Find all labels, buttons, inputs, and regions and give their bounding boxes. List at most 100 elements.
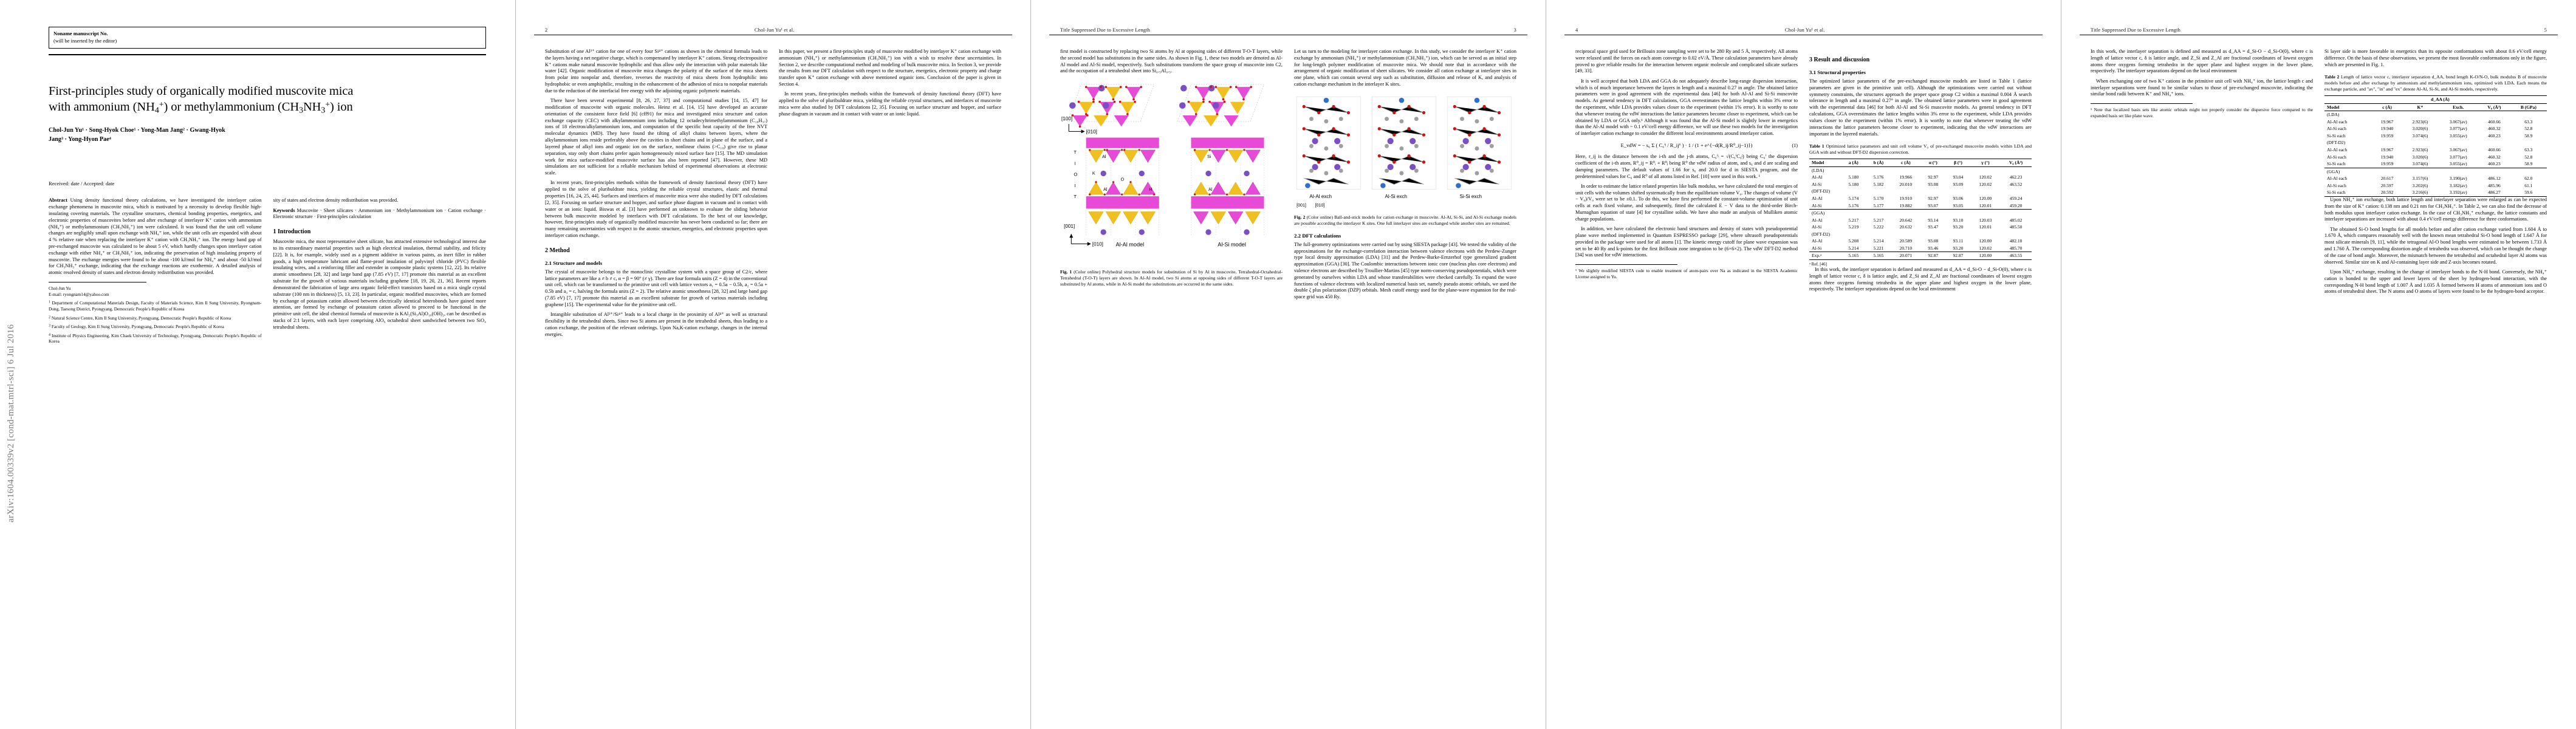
- table-row: (DFT-D2): [1809, 188, 2032, 195]
- table-row: Al-Si 5.176 5.177 19.882 93.07 93.05 120…: [1809, 202, 2032, 209]
- running-head-author-2: Chol-Jun Yu¹ et al.: [754, 27, 795, 33]
- table-1-cell: 93.14: [1928, 217, 1939, 223]
- table-2-cell: 3.055(av): [2449, 161, 2467, 167]
- page-3: Title Suppressed Due to Excessive Length…: [1030, 0, 1546, 729]
- p4-para-5: In addition, we have calculated the elec…: [1575, 226, 1798, 258]
- arxiv-stamp: arXiv:1604.00339v2 [cond-mat.mtrl-sci] 6…: [6, 324, 16, 522]
- table-2-grid: d_AA (Å) Model c (Å) K⁺ Exch. V₀ (Å³) B: [2324, 95, 2547, 197]
- table-1-cell: 120.01: [1979, 202, 1992, 208]
- table-2-subheader-row: d_AA (Å): [2324, 95, 2547, 104]
- table-2-col-model: Model: [2327, 104, 2340, 110]
- table-2-spacer-3: [2478, 96, 2510, 104]
- table-1-group-gga: (GGA): [1812, 210, 1825, 216]
- subsection-heading-structure: 2.1 Structure and models: [545, 259, 603, 266]
- fig1-stack-O: O: [1074, 172, 1077, 177]
- table-1-cell: 485.50: [2009, 224, 2023, 230]
- abstract-label: Abstract: [49, 197, 67, 204]
- p4-result-para-1: The optimized lattice parameters of the …: [1809, 78, 2032, 137]
- table-1-group-lda: (LDA): [1812, 167, 1824, 173]
- table-2-cell: 62.0: [2524, 176, 2533, 182]
- table-1-cell: 93.09: [1953, 181, 1964, 187]
- table-1-cell: 93.04: [1953, 174, 1964, 180]
- table-2-cell: 3.077(av): [2449, 126, 2467, 132]
- affiliation-3-num: 3: [49, 324, 50, 328]
- table-1-cell: 463.52: [2009, 181, 2023, 187]
- p5-right-para-3: The obtained Si-O bond lengths for all m…: [2324, 226, 2547, 265]
- table-1-cell: Al-Al: [1812, 174, 1823, 180]
- table-1-cell: 462.23: [2009, 174, 2023, 180]
- title-sub-3a: 3: [299, 106, 303, 115]
- table-1-cell: 5.217: [1848, 217, 1859, 223]
- title-sub-4: 4: [154, 106, 159, 115]
- figure-2-label: Fig. 2: [1294, 214, 1306, 221]
- fig1-label-si: Si: [1207, 154, 1211, 159]
- fig1-stack-T2: T: [1074, 194, 1077, 199]
- table-1-note: ᵃ Ref. [46]: [1809, 261, 1827, 267]
- table-1-cell: 5.182: [1873, 181, 1884, 187]
- affiliation-1-text: Department of Computational Materials De…: [49, 300, 262, 312]
- running-head-page-2: 2 Chol-Jun Yu¹ et al.: [534, 27, 1012, 35]
- table-2-cell: 3.055(av): [2449, 132, 2467, 139]
- table-2-col-exch: Exch.: [2453, 104, 2464, 110]
- table-2-cell: 20.597: [2380, 182, 2394, 188]
- table-2-cell: 3.074(6): [2412, 132, 2428, 139]
- table-1-caption: Table 1 Optimized lattice parameters and…: [1809, 143, 2032, 156]
- footnote-rule-page-4: [1575, 264, 1678, 265]
- page-1-columns: Abstract Using density functional theory…: [49, 197, 486, 347]
- table-2-spacer-4: [2510, 96, 2547, 104]
- table-1-cell: 20.710: [1899, 245, 1913, 251]
- table-1-cell: 5.176: [1848, 202, 1859, 208]
- page-2: 2 Chol-Jun Yu¹ et al. Substitution of on…: [515, 0, 1030, 729]
- table-1-cell: 482.10: [2009, 238, 2023, 244]
- table-1-col-volume: V₀ (Å³): [2009, 160, 2023, 166]
- table-2-cell: 3.074(6): [2412, 161, 2428, 167]
- table-row: (DFT-D2): [1809, 231, 2032, 238]
- p2-right-para-1: In this paper, we present a first-princi…: [779, 49, 1001, 87]
- affiliation-4-text: Institute of Physics Engineering, Kim Ch…: [49, 332, 262, 344]
- fig1-axis-010-top: [010]: [1086, 129, 1097, 135]
- title-line-2-c: NH: [303, 100, 321, 114]
- table-2-cell: 3.077(av): [2449, 154, 2467, 160]
- fig1-model-a-label: Al-Al model: [1116, 242, 1145, 248]
- table-1-cell: Al-Al: [1812, 217, 1823, 223]
- table-2-cell: 3.216(6): [2412, 190, 2428, 196]
- fig1-topview-alal: [1067, 84, 1154, 128]
- table-1-col-gamma: γ (°): [1981, 160, 1990, 166]
- table-1-cell: 93.47: [1928, 224, 1939, 230]
- table-1-cell: 93.11: [1953, 238, 1964, 244]
- table-2-cell: 63.3: [2524, 147, 2533, 153]
- fig1-label-o: O: [1121, 177, 1125, 182]
- p2-para-1: Substitution of one Al³⁺ cation for one …: [545, 49, 767, 94]
- table-2-cell: Al-Al each: [2327, 118, 2348, 125]
- abstract-tail: sity of states and electron density redi…: [273, 197, 399, 204]
- table-1-cell: 93.46: [1928, 245, 1939, 251]
- table-2-cell: 20.617: [2380, 176, 2394, 182]
- figure-2-caption: Fig. 2 (Color online) Ball-and-stick mod…: [1294, 214, 1516, 227]
- keywords-label: Keywords: [273, 207, 295, 213]
- table-1-cell: 459.24: [2009, 195, 2023, 201]
- title-area: First-principles study of organically mo…: [49, 83, 486, 187]
- table-1-cell: 92.97: [1928, 195, 1939, 201]
- section-heading-result: 3 Result and discussion: [1809, 56, 1870, 63]
- p2-right-para-2: In recent years, first-principles method…: [779, 91, 1001, 117]
- table-1-cell-exp: 92.87: [1953, 253, 1964, 259]
- table-2-group-gga: (GGA): [2327, 168, 2340, 174]
- table-2-caption-text: Length of lattice vector c, interlayer s…: [2324, 74, 2547, 92]
- received-date: Received: date / Accepted: date: [49, 180, 115, 187]
- corresponding-email: E-mail: ryongnam14@yahoo.com: [49, 291, 109, 297]
- table-1-cell: 485.02: [2009, 217, 2023, 223]
- table-2-cell: 460.66: [2488, 147, 2501, 153]
- fig1-label-al-right: Al: [1208, 187, 1213, 192]
- p5-para-2: When exchanging one of two K⁺ cations in…: [2091, 78, 2313, 97]
- fig1-model-b-label: Al-Si model: [1218, 242, 1246, 248]
- table-2-cell: 486.12: [2488, 176, 2501, 182]
- table-1-cell: Al-Al: [1812, 238, 1823, 244]
- table-1-cell-exp: Exp.ᵃ: [1812, 253, 1822, 259]
- noname-line-2: (will be inserted by the editor): [53, 37, 117, 44]
- table-1-cell: Al-Si: [1812, 224, 1822, 230]
- table-1-col-alpha: α (°): [1928, 160, 1937, 166]
- p3-para-1: first model is constructed by replacing …: [1060, 49, 1283, 74]
- figure-1-label: Fig. 1: [1060, 269, 1072, 275]
- table-1-cell: 120.01: [1979, 224, 1992, 230]
